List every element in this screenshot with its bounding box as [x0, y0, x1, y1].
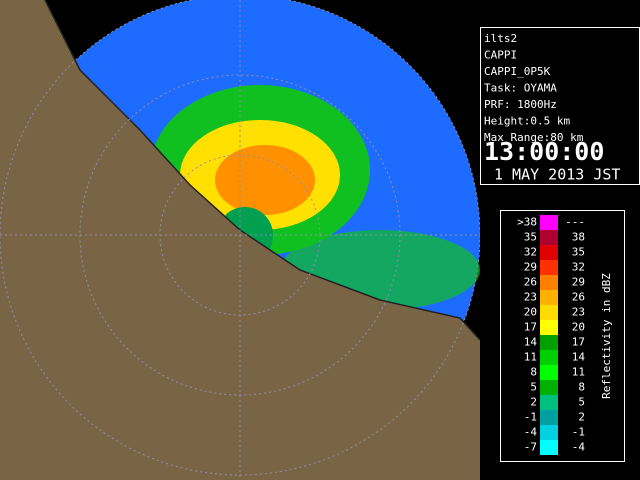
legend-high: 26: [572, 291, 585, 304]
info-line: Max Range:80 km: [484, 131, 584, 144]
legend-high: 20: [572, 321, 585, 334]
legend-high: 17: [572, 336, 585, 349]
legend-swatch: [540, 230, 558, 245]
info-box: [480, 27, 640, 185]
legend-high: ---: [565, 216, 585, 229]
legend-low: 5: [530, 381, 537, 394]
legend-high: 29: [572, 276, 585, 289]
info-line: Height:0.5 km: [484, 115, 570, 128]
legend-swatch: [540, 410, 558, 425]
legend-low: 2: [530, 396, 537, 409]
legend-high: -1: [572, 426, 585, 439]
legend-swatch: [540, 320, 558, 335]
info-line: ilts2: [484, 32, 517, 45]
legend-high: -4: [572, 441, 586, 454]
legend-low: -7: [524, 441, 537, 454]
info-line: PRF: 1800Hz: [484, 98, 557, 111]
echo-orange: [215, 145, 315, 215]
legend-low: 14: [524, 336, 538, 349]
time: 13:00:00: [484, 137, 604, 166]
legend-high: 38: [572, 231, 585, 244]
info-line: CAPPI: [484, 49, 517, 62]
legend-swatch: [540, 290, 558, 305]
legend-low: 8: [530, 366, 537, 379]
legend-high: 32: [572, 261, 585, 274]
legend-swatch: [540, 260, 558, 275]
legend-high: 14: [572, 351, 586, 364]
legend-high: 2: [578, 411, 585, 424]
date: 1 MAY 2013 JST: [494, 166, 620, 184]
legend-low: 29: [524, 261, 537, 274]
legend-low: -4: [524, 426, 538, 439]
legend-swatch: [540, 440, 558, 455]
legend-swatch: [540, 215, 558, 230]
legend-low: 32: [524, 246, 537, 259]
legend-high: 8: [578, 381, 585, 394]
legend-low: >38: [517, 216, 537, 229]
legend-low: 26: [524, 276, 537, 289]
legend-swatch: [540, 350, 558, 365]
info-line: CAPPI_0P5K: [484, 65, 551, 78]
legend-title: Reflectivity in dBZ: [600, 273, 613, 399]
legend-swatch: [540, 395, 558, 410]
legend-low: -1: [524, 411, 537, 424]
legend-swatch: [540, 305, 558, 320]
legend-low: 35: [524, 231, 537, 244]
legend-high: 35: [572, 246, 585, 259]
info-line: Task: OYAMA: [484, 82, 557, 95]
legend-low: 11: [524, 351, 537, 364]
legend-low: 17: [524, 321, 537, 334]
legend-swatch: [540, 335, 558, 350]
legend-high: 23: [572, 306, 585, 319]
legend-swatch: [540, 380, 558, 395]
legend-box: [500, 210, 625, 462]
legend-swatch: [540, 425, 558, 440]
legend-swatch: [540, 365, 558, 380]
legend-high: 5: [578, 396, 585, 409]
legend-low: 23: [524, 291, 537, 304]
legend-high: 11: [572, 366, 585, 379]
legend-swatch: [540, 245, 558, 260]
legend-low: 20: [524, 306, 537, 319]
legend-swatch: [540, 275, 558, 290]
